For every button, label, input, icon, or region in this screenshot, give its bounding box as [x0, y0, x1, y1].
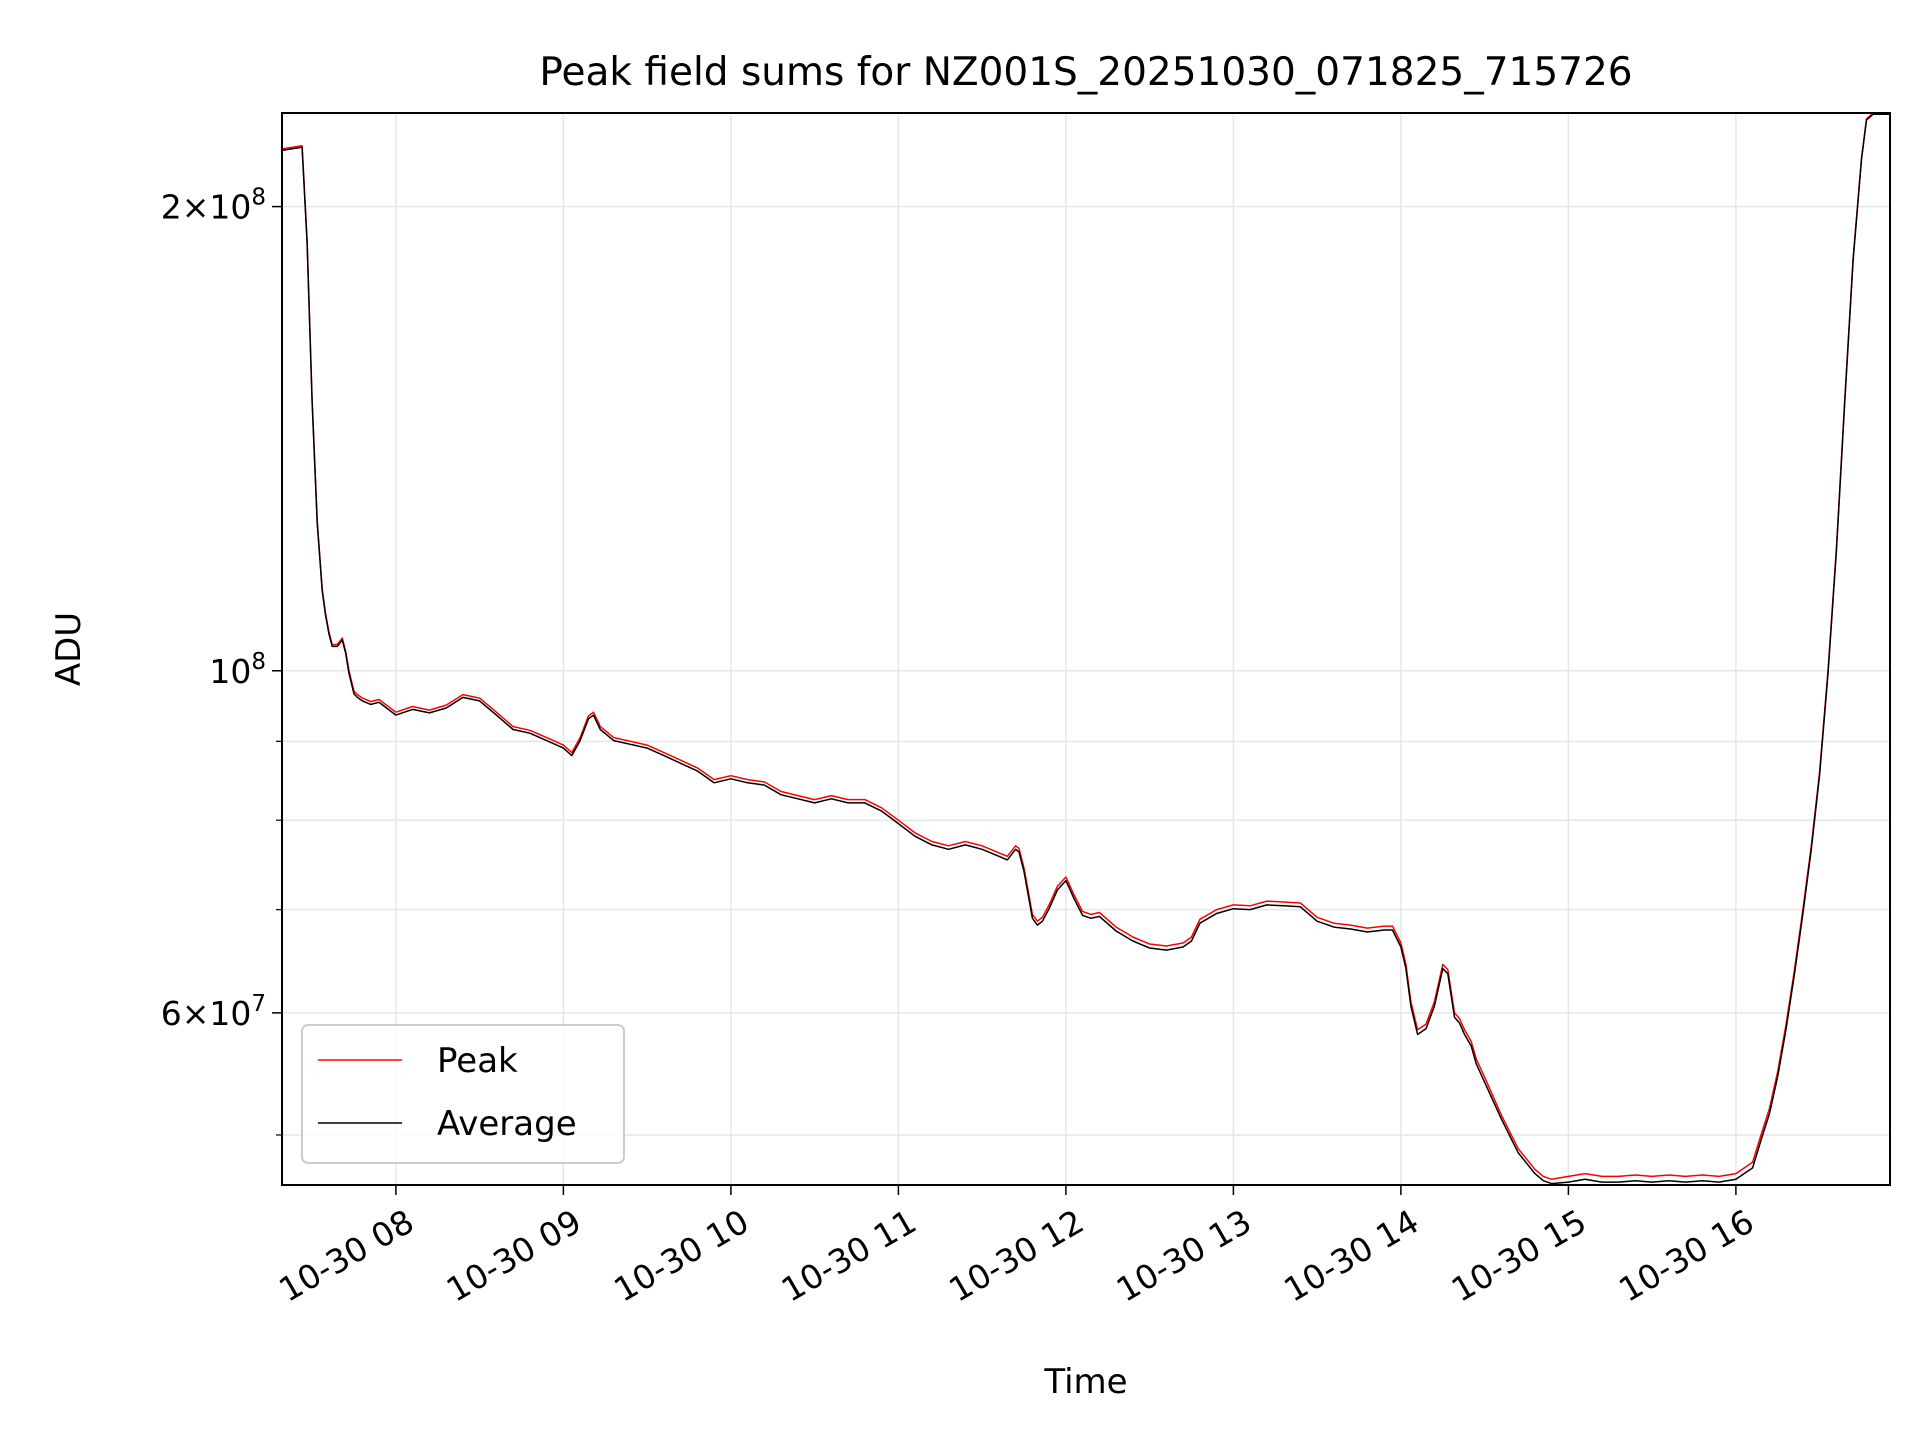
x-axis-label: Time: [1043, 1362, 1127, 1402]
legend: Peak Average: [301, 1024, 625, 1164]
series-line-average: [282, 113, 1890, 1185]
y-axis-label: ADU: [49, 612, 89, 686]
series-line-peak: [282, 113, 1890, 1181]
y-tick-label: 6×107: [161, 991, 266, 1033]
legend-average-label: Average: [437, 1104, 577, 1144]
series-layer: [282, 113, 1890, 1185]
plot-frame: [281, 112, 1891, 1186]
legend-peak-label: Peak: [437, 1041, 518, 1081]
chart-title: Peak field sums for NZ001S_20251030_0718…: [539, 50, 1632, 95]
y-tick-label: 2×108: [161, 185, 266, 227]
grid: [282, 113, 1890, 1185]
